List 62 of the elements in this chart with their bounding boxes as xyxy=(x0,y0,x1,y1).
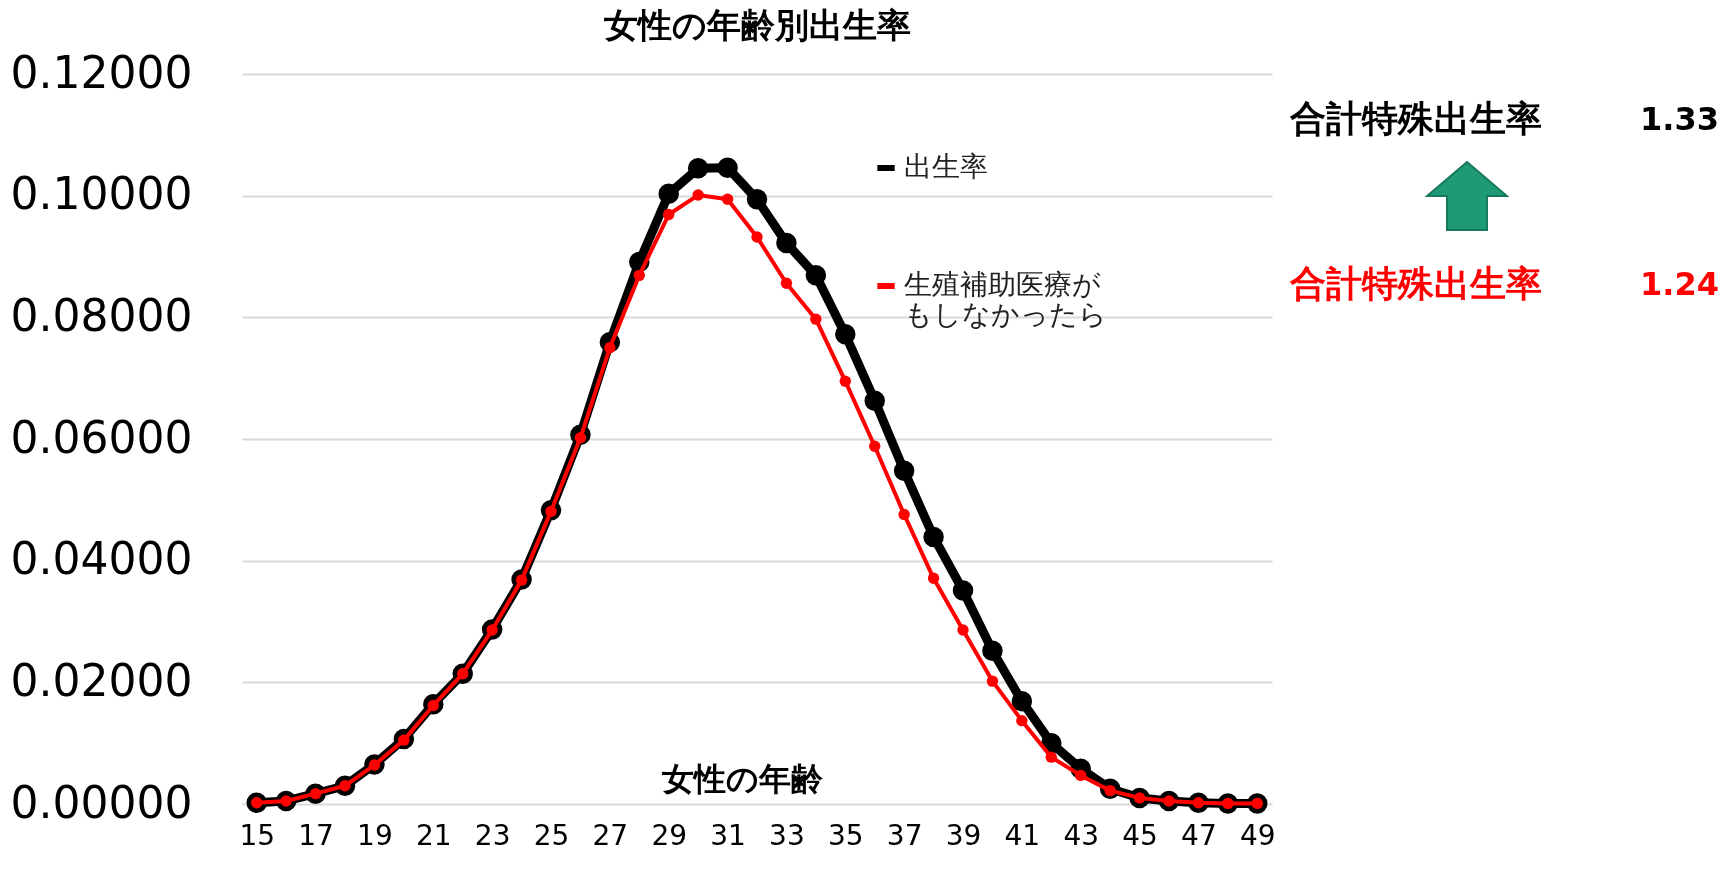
point xyxy=(893,460,915,481)
x-tick-label: 33 xyxy=(769,818,805,852)
x-tick-label: 29 xyxy=(651,818,688,852)
y-tick-label: 0.02000 xyxy=(10,654,193,706)
y-tick-label: 0.12000 xyxy=(10,46,193,98)
point xyxy=(780,277,793,289)
text: 合計特殊出生率 xyxy=(1290,97,1542,141)
point xyxy=(982,640,1003,661)
x-tick-label: 17 xyxy=(298,818,334,852)
y-tick-label: 0.06000 xyxy=(10,411,193,463)
text: 1.33 xyxy=(1640,100,1719,138)
y-tick-label: 0.04000 xyxy=(10,533,193,585)
point xyxy=(835,324,856,345)
x-tick-label: 47 xyxy=(1181,818,1217,852)
y-tick-label: 0.10000 xyxy=(10,168,193,220)
point xyxy=(663,208,675,221)
point xyxy=(717,157,738,178)
point xyxy=(1011,690,1033,712)
x-tick-label: 37 xyxy=(886,818,923,852)
point xyxy=(869,440,881,452)
point xyxy=(923,526,944,548)
chart-title: 女性の年齢別出生率 xyxy=(602,5,911,45)
x-tick-label: 27 xyxy=(592,818,629,852)
x-tick-label: 49 xyxy=(1239,818,1276,852)
legend-label: 生殖補助医療がもしなかったら xyxy=(904,268,1107,331)
point xyxy=(1075,769,1087,782)
x-tick-label: 39 xyxy=(945,818,982,852)
point xyxy=(751,231,763,243)
point xyxy=(864,390,885,411)
text: 合計特殊出生率 xyxy=(1290,262,1542,306)
x-tick-label: 25 xyxy=(533,818,570,852)
point xyxy=(721,193,734,206)
point xyxy=(927,572,940,584)
x-tick-label: 19 xyxy=(357,818,393,852)
x-tick-label: 41 xyxy=(1004,818,1041,852)
y-tick-label: 0.00000 xyxy=(10,776,193,828)
point xyxy=(692,189,704,201)
x-axis-title: 女性の年齢 xyxy=(661,759,823,798)
text: 1.24 xyxy=(1640,265,1719,303)
point xyxy=(746,189,768,210)
point xyxy=(633,269,645,282)
point xyxy=(776,232,797,254)
point xyxy=(957,624,969,636)
x-tick-label: 35 xyxy=(827,818,864,852)
x-tick-label: 43 xyxy=(1063,818,1100,852)
x-tick-label: 31 xyxy=(710,818,746,852)
x-tick-label: 21 xyxy=(415,818,452,852)
legend-label: 出生率 xyxy=(904,150,988,183)
point xyxy=(687,158,709,179)
point xyxy=(898,508,910,521)
point xyxy=(986,675,999,687)
point xyxy=(658,183,679,205)
point xyxy=(839,375,851,387)
point xyxy=(952,580,974,601)
x-tick-label: 15 xyxy=(239,818,276,852)
x-tick-label: 23 xyxy=(474,818,511,852)
point xyxy=(810,313,822,325)
y-tick-label: 0.08000 xyxy=(10,289,193,341)
point xyxy=(1045,751,1057,763)
point xyxy=(1016,714,1028,727)
x-tick-label: 45 xyxy=(1122,818,1158,852)
point xyxy=(805,265,827,286)
